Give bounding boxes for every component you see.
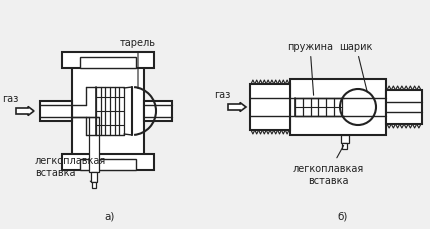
Bar (343, 143, 347, 149)
Bar (386, 91, 422, 124)
Text: б): б) (338, 211, 348, 221)
FancyArrow shape (228, 103, 246, 112)
Bar (62, 154, 154, 170)
Bar (144, 101, 172, 121)
Bar (92, 182, 96, 188)
Circle shape (340, 90, 376, 125)
Bar (62, 53, 154, 69)
Bar (72, 68, 144, 155)
Text: а): а) (105, 211, 115, 221)
Bar (89, 117, 99, 172)
Text: газ: газ (214, 90, 230, 100)
Text: газ: газ (2, 94, 18, 104)
Text: тарель: тарель (120, 38, 156, 89)
Bar (91, 172, 97, 182)
Text: легкоплавкая
вставка: легкоплавкая вставка (35, 155, 106, 183)
Bar (341, 135, 349, 143)
Bar (40, 101, 72, 121)
Bar (290, 80, 386, 135)
Bar (80, 58, 136, 69)
Text: пружина: пружина (287, 42, 333, 96)
Text: шарик: шарик (339, 42, 373, 93)
Text: легкоплавкая
вставка: легкоплавкая вставка (292, 146, 364, 185)
Bar (80, 159, 136, 170)
Bar (250, 85, 290, 131)
FancyArrow shape (16, 107, 34, 116)
